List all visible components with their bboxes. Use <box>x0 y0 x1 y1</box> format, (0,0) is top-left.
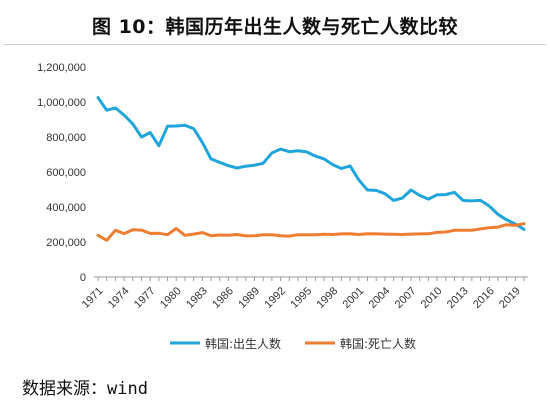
x-tick-label: 1995 <box>288 285 314 311</box>
x-tick-label: 1974 <box>106 285 132 311</box>
y-tick-label: 0 <box>80 272 86 284</box>
x-tick-label: 2016 <box>471 285 497 311</box>
x-tick-label: 1980 <box>158 285 184 311</box>
x-tick-label: 1989 <box>236 285 262 311</box>
x-tick-label: 1971 <box>80 285 106 311</box>
y-tick-label: 200,000 <box>46 237 86 249</box>
x-tick-label: 2010 <box>419 285 445 311</box>
x-tick-label: 1986 <box>210 285 236 311</box>
x-tick-label: 2001 <box>341 285 367 311</box>
x-tick-label: 1992 <box>262 285 288 311</box>
chart-title: 图 10：韩国历年出生人数与死亡人数比较 <box>91 16 459 38</box>
x-tick-label: 2019 <box>497 285 523 311</box>
legend: 韩国:出生人数 韩国:死亡人数 <box>170 336 416 351</box>
births-series-line <box>96 96 526 231</box>
legend-label: 韩国:出生人数 <box>205 336 281 351</box>
legend-label: 韩国:死亡人数 <box>340 336 416 351</box>
source-note: 数据来源：wind <box>22 379 148 399</box>
deaths-series-line <box>96 222 526 242</box>
y-tick-label: 400,000 <box>46 202 86 214</box>
y-tick-label: 600,000 <box>46 167 86 179</box>
x-tick-label: 2004 <box>367 285 393 311</box>
y-axis: 0 200,000 400,000 600,000 800,000 1,000,000 1,… <box>37 62 86 284</box>
x-tick-label: 1983 <box>184 285 210 311</box>
y-tick-label: 1,200,000 <box>37 62 86 74</box>
x-tick-label: 1998 <box>315 285 341 311</box>
series-layer <box>96 96 526 242</box>
title-divider <box>4 44 546 45</box>
y-tick-label: 1,000,000 <box>37 97 86 109</box>
y-tick-label: 800,000 <box>46 132 86 144</box>
x-tick-label: 1977 <box>132 285 158 311</box>
x-tick-label: 2007 <box>393 285 419 311</box>
x-tick-label: 2013 <box>445 285 471 311</box>
x-axis: 1971 1974 1977 1980 1983 1986 1989 1992 1995 1998… <box>80 276 528 311</box>
